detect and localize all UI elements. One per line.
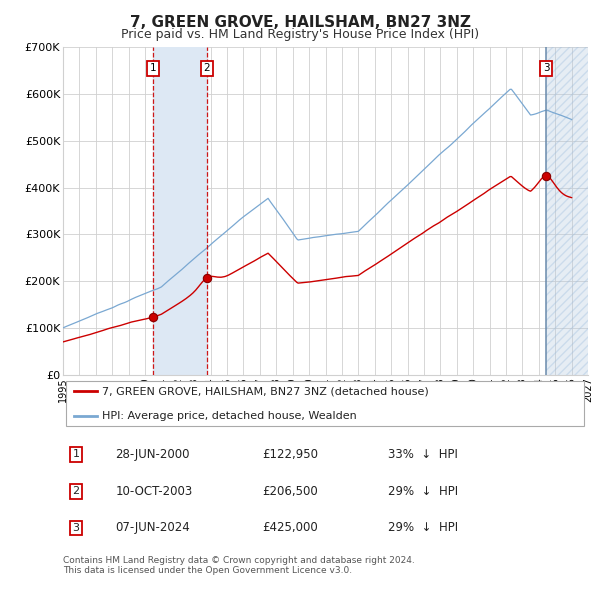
Text: £206,500: £206,500 (263, 484, 318, 498)
Text: 2: 2 (73, 486, 80, 496)
Text: 28-JUN-2000: 28-JUN-2000 (115, 448, 190, 461)
Bar (546, 47, 588, 375)
Text: 7, GREEN GROVE, HAILSHAM, BN27 3NZ: 7, GREEN GROVE, HAILSHAM, BN27 3NZ (130, 15, 470, 30)
Text: This data is licensed under the Open Government Licence v3.0.: This data is licensed under the Open Gov… (63, 566, 352, 575)
Text: HPI: Average price, detached house, Wealden: HPI: Average price, detached house, Weal… (103, 411, 357, 421)
Text: 3: 3 (542, 63, 550, 73)
Text: 1: 1 (150, 63, 157, 73)
Text: 10-OCT-2003: 10-OCT-2003 (115, 484, 193, 498)
Text: Price paid vs. HM Land Registry's House Price Index (HPI): Price paid vs. HM Land Registry's House … (121, 28, 479, 41)
Text: £425,000: £425,000 (263, 522, 318, 535)
Text: £122,950: £122,950 (263, 448, 319, 461)
Text: 29%  ↓  HPI: 29% ↓ HPI (389, 522, 458, 535)
Bar (153, 47, 207, 375)
Text: 33%  ↓  HPI: 33% ↓ HPI (389, 448, 458, 461)
Text: 1: 1 (73, 450, 80, 460)
Text: 29%  ↓  HPI: 29% ↓ HPI (389, 484, 458, 498)
Text: 3: 3 (73, 523, 80, 533)
Text: Contains HM Land Registry data © Crown copyright and database right 2024.: Contains HM Land Registry data © Crown c… (63, 556, 415, 565)
Text: 07-JUN-2024: 07-JUN-2024 (115, 522, 190, 535)
FancyBboxPatch shape (65, 381, 584, 426)
Text: 2: 2 (204, 63, 211, 73)
Text: 7, GREEN GROVE, HAILSHAM, BN27 3NZ (detached house): 7, GREEN GROVE, HAILSHAM, BN27 3NZ (deta… (103, 386, 429, 396)
